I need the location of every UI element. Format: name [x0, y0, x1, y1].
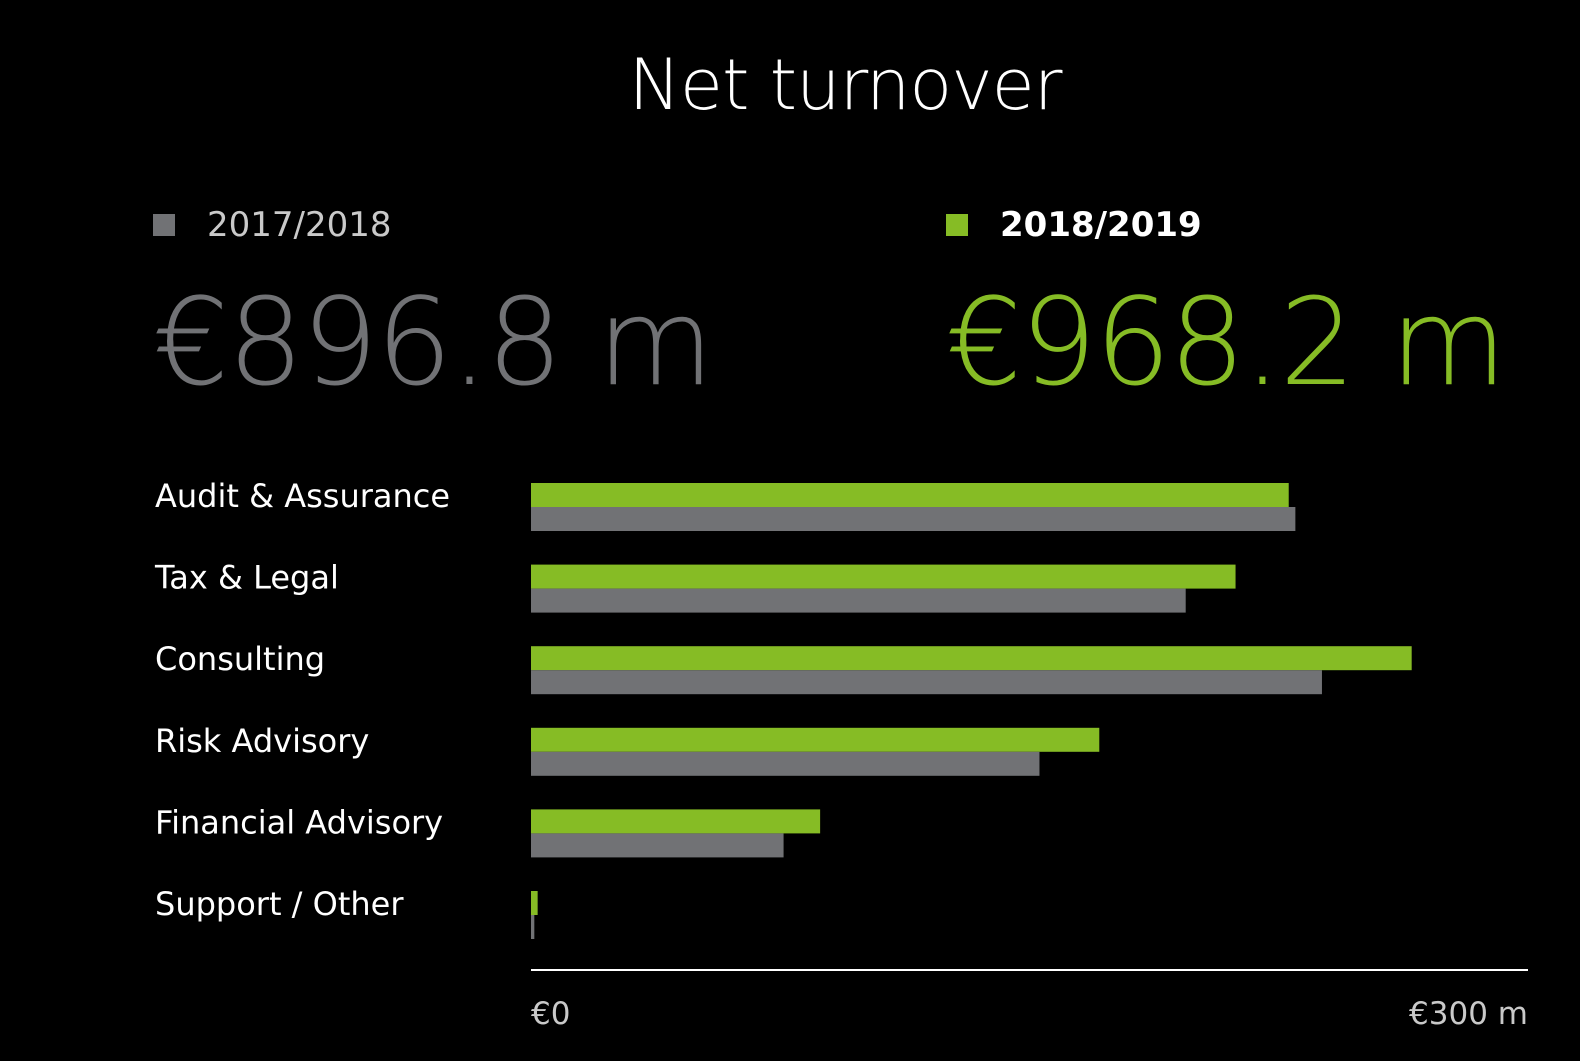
- total-value-prev: €896.8 m: [153, 274, 714, 413]
- bar-prev-consulting: [531, 670, 1322, 695]
- x-tick-label-min: €0: [531, 996, 570, 1032]
- legend-swatch-prev: [153, 214, 175, 236]
- bar-curr-audit-assurance: [531, 483, 1289, 507]
- category-label-tax-legal: Tax & Legal: [154, 559, 339, 597]
- bar-prev-tax-legal: [531, 588, 1186, 613]
- category-label-financial-advisory: Financial Advisory: [155, 803, 443, 841]
- bar-curr-risk-advisory: [531, 727, 1100, 752]
- bar-curr-support-other: [531, 891, 538, 915]
- legend-swatch-curr: [946, 214, 968, 236]
- bar-prev-financial-advisory: [531, 833, 784, 858]
- category-label-audit-assurance: Audit & Assurance: [155, 477, 450, 515]
- bar-prev-risk-advisory: [531, 751, 1040, 776]
- legend-label-curr: 2018/2019: [1000, 205, 1202, 245]
- category-label-support-other: Support / Other: [155, 885, 404, 923]
- bar-prev-support-other: [531, 915, 535, 939]
- x-tick-label-max: €300 m: [1409, 996, 1528, 1032]
- bar-curr-consulting: [531, 646, 1412, 671]
- total-value-curr: €968.2 m: [946, 274, 1507, 413]
- legend-item-2018-2019: 2018/2019: [946, 208, 1202, 242]
- bar-prev-audit-assurance: [531, 507, 1296, 531]
- legend-item-2017-2018: 2017/2018: [153, 208, 392, 242]
- legend-label-prev: 2017/2018: [207, 205, 392, 245]
- bar-curr-tax-legal: [531, 564, 1236, 589]
- bar-curr-financial-advisory: [531, 809, 821, 834]
- category-label-risk-advisory: Risk Advisory: [155, 722, 369, 760]
- chart-title: Net turnover: [628, 44, 1063, 126]
- category-label-consulting: Consulting: [155, 640, 325, 678]
